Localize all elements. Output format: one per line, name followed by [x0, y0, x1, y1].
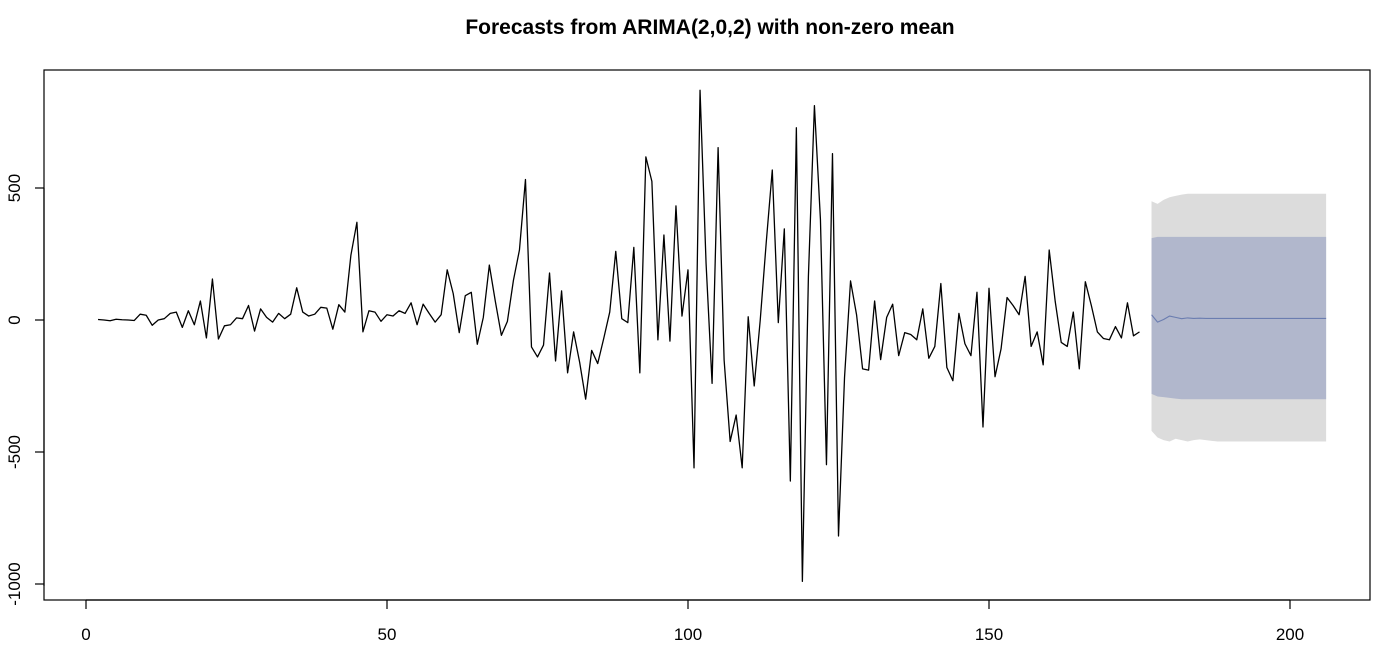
y-axis-ticks: -1000 -500 0 500: [5, 174, 44, 606]
x-tick-label: 100: [674, 625, 702, 644]
y-tick-label: 500: [5, 174, 24, 202]
observed-series-line: [97, 89, 1140, 583]
y-tick-label: 0: [5, 315, 24, 324]
forecast-mean-line: [1151, 314, 1327, 323]
y-tick-label: -500: [5, 435, 24, 469]
y-tick-label: -1000: [5, 562, 24, 605]
series-lines: [97, 89, 1327, 583]
x-tick-label: 0: [81, 625, 90, 644]
x-axis-ticks: 0 50 100 150 200: [81, 600, 1304, 644]
x-tick-label: 150: [975, 625, 1003, 644]
chart-title: Forecasts from ARIMA(2,0,2) with non-zer…: [465, 16, 954, 39]
x-tick-label: 50: [378, 625, 397, 644]
x-tick-label: 200: [1276, 625, 1304, 644]
